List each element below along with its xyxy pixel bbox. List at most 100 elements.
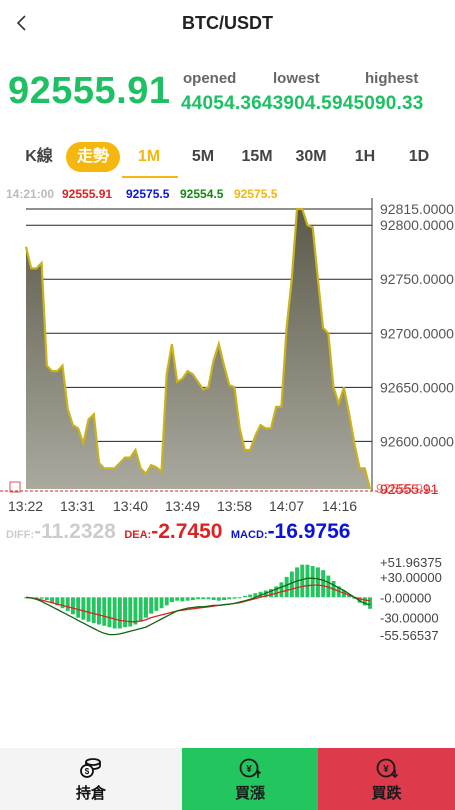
price-x-tick-label: 13:22 — [8, 498, 43, 514]
macd-histogram-bar — [133, 597, 138, 625]
tab-kline[interactable]: K線 — [25, 148, 53, 165]
macd-histogram-bar — [253, 593, 258, 598]
macd-histogram-bar — [347, 594, 352, 598]
macd-histogram-bar — [190, 597, 195, 600]
hold-button[interactable]: $ 持倉 — [0, 748, 182, 810]
macd-histogram-bar — [117, 597, 122, 629]
coin-up-icon: ¥ — [239, 758, 262, 778]
price-y-tick-label: 92750.0000 — [380, 271, 454, 287]
macd-histogram-bar — [300, 564, 305, 598]
macd-histogram-bar — [316, 567, 320, 598]
tab-5m[interactable]: 5M — [191, 148, 215, 165]
price-y-tick-label: 92700.0000 — [380, 325, 454, 341]
coin-down-icon: ¥ — [376, 758, 398, 779]
buy-up-label: 買漲 — [234, 785, 265, 802]
opened-label: opened — [183, 70, 237, 87]
legend-time: 14:21:00 — [6, 187, 54, 201]
buy-up-button[interactable]: ¥ 買漲 — [182, 748, 318, 810]
tab-trend[interactable]: 走勢 — [66, 142, 120, 172]
highest-label: highest — [365, 70, 419, 87]
macd-histogram-bar — [97, 597, 101, 625]
back-arrow-icon[interactable] — [10, 10, 34, 38]
price-x-tick-label: 13:31 — [60, 498, 95, 514]
buy-down-label: 買跌 — [371, 785, 402, 802]
macd-histogram-bar — [55, 597, 60, 606]
legend-value-blue: 92575.5 — [126, 187, 170, 201]
page-title: BTC/USDT — [182, 13, 273, 33]
macd-histogram-bar — [144, 597, 148, 618]
active-tab-indicator — [122, 176, 178, 178]
price-y-tick-label: 92815.0000 — [380, 201, 454, 217]
dea-value: -2.7450 — [151, 520, 223, 543]
macd-histogram-bar — [112, 597, 117, 629]
diff-label: DIFF: — [6, 529, 35, 541]
macd-y-tick-label: +51.96375 — [380, 555, 442, 570]
macd-histogram-bar — [180, 597, 185, 602]
macd-histogram-bar — [138, 597, 143, 622]
price-y-tick-label: 92800.0000 — [380, 217, 454, 233]
macd-histogram-bar — [81, 597, 86, 620]
macd-histogram-bar — [170, 597, 174, 603]
macd-histogram-bar — [211, 597, 216, 600]
tab-1h[interactable]: 1H — [354, 148, 376, 165]
macd-histogram-bar — [248, 594, 253, 598]
macd-histogram-bar — [185, 597, 190, 601]
svg-text:¥: ¥ — [246, 764, 252, 775]
tab-15m[interactable]: 15M — [241, 148, 273, 165]
price-area-fill — [26, 209, 370, 489]
legend-value-green: 92554.5 — [180, 187, 224, 201]
coins-icon: $ — [80, 758, 101, 778]
tab-1d[interactable]: 1D — [408, 148, 430, 165]
macd-histogram-bar — [107, 597, 112, 628]
macd-histogram-bar — [295, 567, 299, 598]
buy-down-button[interactable]: ¥ 買跌 — [318, 748, 455, 810]
hold-label: 持倉 — [75, 785, 106, 802]
price-x-tick-label: 13:40 — [113, 498, 148, 514]
macd-label: MACD: — [230, 529, 268, 541]
macd-histogram-bar — [284, 576, 289, 598]
macd-histogram-bar — [123, 597, 127, 628]
macd-histogram-bar — [279, 582, 284, 598]
macd-diff-line — [25, 577, 371, 636]
macd-histogram-bar — [227, 597, 232, 600]
macd-y-tick-label: -30.00000 — [380, 611, 439, 626]
macd-dea-line — [25, 584, 371, 623]
price-y-tick-label: 92650.0000 — [380, 379, 454, 395]
macd-histogram-bar — [154, 597, 159, 611]
opened-value: 44054.36 — [181, 93, 262, 114]
macd-histogram-bar — [362, 597, 367, 606]
macd-histogram-bar — [128, 597, 133, 627]
macd-histogram-bar — [237, 597, 242, 599]
macd-histogram-bar — [368, 597, 372, 609]
lowest-value: 43904.59 — [261, 93, 343, 114]
macd-histogram-bar — [269, 589, 273, 598]
macd-histogram-bar — [274, 586, 279, 598]
price-x-tick-label: 13:58 — [217, 498, 252, 514]
diff-value: -11.2328 — [34, 520, 116, 543]
macd-histogram-bar — [50, 597, 54, 603]
legend-value-yellow: 92575.5 — [234, 187, 278, 201]
lowest-label: lowest — [273, 70, 320, 87]
macd-histogram-bar — [76, 597, 81, 618]
chart-area[interactable]: 92815.0000 92800.0000 92750.0000 92700.0000… — [0, 180, 455, 650]
macd-histogram-bar — [164, 597, 169, 606]
bottom-action-bar: $ 持倉 ¥ 買漲 ¥ 買跌 — [0, 748, 455, 810]
macd-histogram-bar — [159, 597, 164, 609]
macd-histogram-bar — [39, 597, 44, 599]
svg-text:¥: ¥ — [383, 764, 389, 775]
last-price-tag: 92555.91 — [376, 481, 430, 496]
stat-values: 44054.3643904.5945090.33 — [181, 93, 424, 115]
macd-readout: DIFF:-11.2328 DEA:-2.7450 MACD:-16.9756 — [6, 520, 350, 544]
price-line — [24, 207, 372, 490]
price-x-tick-label: 14:07 — [269, 498, 304, 514]
macd-histogram-bar — [310, 566, 315, 598]
macd-histogram-bar — [321, 570, 326, 598]
macd-histogram-bar — [149, 597, 154, 614]
macd-histogram-bar — [305, 564, 310, 598]
tab-1m[interactable]: 1M — [137, 148, 161, 165]
macd-histogram-bar — [60, 597, 65, 609]
tab-30m[interactable]: 30M — [295, 148, 327, 165]
legend-value-red: 92555.91 — [62, 187, 112, 201]
dea-label: DEA: — [124, 529, 152, 541]
